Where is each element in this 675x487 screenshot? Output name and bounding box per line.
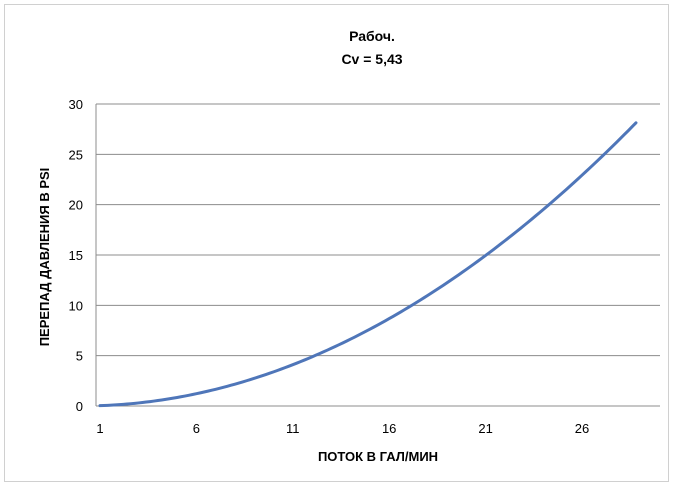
grid-lines xyxy=(96,103,660,357)
y-tick-label: 15 xyxy=(69,248,83,263)
chart-title-line-1: Рабоч. xyxy=(349,28,395,44)
x-tick-label: 11 xyxy=(286,421,300,436)
chart-title-line-2: Cv = 5,43 xyxy=(341,51,402,67)
chart-title: Рабоч. Cv = 5,43 xyxy=(341,28,402,67)
x-tick-label: 1 xyxy=(96,421,103,436)
chart-frame xyxy=(4,4,669,482)
series-group xyxy=(98,121,638,408)
y-tick-label: 20 xyxy=(69,198,83,213)
y-tick-label: 5 xyxy=(76,349,83,364)
y-axis-title: ПЕРЕПАД ДАВЛЕНИЯ В PSI xyxy=(37,168,52,347)
y-tick-label: 30 xyxy=(69,97,83,112)
y-tick-label: 10 xyxy=(69,298,83,313)
y-tick-label: 25 xyxy=(69,147,83,162)
x-tick-label: 16 xyxy=(382,421,396,436)
x-tick-labels: 1 6 11 16 21 26 xyxy=(96,421,589,436)
x-tick-label: 6 xyxy=(193,421,200,436)
y-tick-label: 0 xyxy=(76,399,83,414)
series-line xyxy=(98,121,638,408)
x-tick-label: 26 xyxy=(575,421,589,436)
x-tick-label: 21 xyxy=(478,421,492,436)
y-tick-labels: 0 5 10 15 20 25 30 xyxy=(69,97,83,414)
axes xyxy=(95,104,660,407)
x-axis-title: ПОТОК В ГАЛ/МИН xyxy=(318,449,438,464)
